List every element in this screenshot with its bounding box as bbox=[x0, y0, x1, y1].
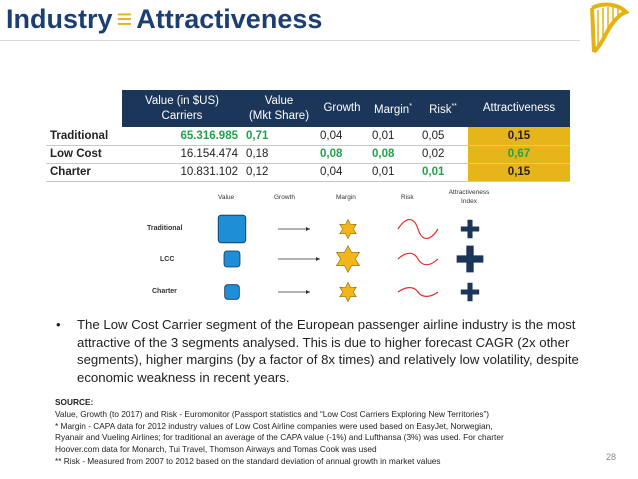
table-header-row: Value (in $US) Carriers Value (Mkt Share) … bbox=[46, 90, 570, 127]
source-line: ** Risk - Measured from 2007 to 2012 bas… bbox=[55, 455, 441, 466]
visual-row-label-traditional: Traditional bbox=[147, 225, 183, 232]
cell-share: 0,18 bbox=[242, 145, 316, 164]
growth-arrowhead-icon bbox=[306, 290, 310, 294]
header-mkt-share: Value (Mkt Share) bbox=[242, 90, 316, 127]
visual-row-label-lcc: LCC bbox=[160, 256, 175, 263]
risk-wave-icon bbox=[397, 218, 439, 240]
attractiveness-plus-icon bbox=[456, 245, 484, 273]
source-line: * Margin - CAPA data for 2012 industry v… bbox=[55, 420, 493, 431]
table-row: Low Cost 16.154.474 0,18 0,08 0,08 0,02 … bbox=[46, 145, 570, 164]
margin-star-icon bbox=[339, 281, 357, 303]
cell-margin: 0,01 bbox=[368, 163, 418, 182]
legend-margin: Margin bbox=[336, 194, 356, 201]
cell-value: 10.831.102 bbox=[122, 163, 242, 182]
bullet-dot-icon: • bbox=[56, 317, 61, 332]
attractiveness-plus-icon bbox=[460, 219, 480, 239]
risk-wave-icon bbox=[397, 286, 439, 298]
legend-risk: Risk bbox=[401, 194, 414, 201]
cell-value: 65.316.985 bbox=[122, 127, 242, 146]
legend-growth: Growth bbox=[274, 194, 295, 201]
table-row: Charter 10.831.102 0,12 0,04 0,01 0,01 0… bbox=[46, 163, 570, 182]
source-line: Ryanair and Vueling Airlines; for tradit… bbox=[55, 432, 504, 443]
title-right: Attractiveness bbox=[136, 4, 323, 34]
value-square-icon bbox=[217, 214, 247, 244]
cell-risk: 0,01 bbox=[418, 163, 468, 182]
legend-value: Value bbox=[218, 194, 235, 201]
title-separator-icon: ≡ bbox=[116, 4, 133, 34]
header-risk: Risk** bbox=[418, 90, 468, 127]
source-line: Value, Growth (to 2017) and Risk - Eurom… bbox=[55, 408, 490, 419]
cell-value: 16.154.474 bbox=[122, 145, 242, 164]
source-notes: SOURCE: Value, Growth (to 2017) and Risk… bbox=[55, 397, 595, 468]
cell-attractiveness: 0,15 bbox=[468, 127, 570, 146]
cell-growth: 0,04 bbox=[316, 163, 368, 182]
cell-margin: 0,01 bbox=[368, 127, 418, 146]
source-heading: SOURCE: bbox=[55, 397, 94, 407]
risk-wave-icon bbox=[397, 252, 439, 266]
margin-star-icon bbox=[339, 218, 357, 240]
cell-risk: 0,05 bbox=[418, 127, 468, 146]
header-value-usd: Value (in $US) Carriers bbox=[122, 90, 242, 127]
legend-attractiveness: Attractiveness Index bbox=[448, 189, 490, 205]
page-number: 28 bbox=[605, 452, 616, 462]
cell-attractiveness: 0,15 bbox=[468, 163, 570, 182]
header-attractiveness: Attractiveness bbox=[468, 90, 570, 127]
cell-growth: 0,04 bbox=[316, 127, 368, 146]
harp-icon bbox=[590, 2, 630, 54]
attractiveness-table: Value (in $US) Carriers Value (Mkt Share) … bbox=[46, 90, 570, 182]
table-row: Traditional 65.316.985 0,71 0,04 0,01 0,… bbox=[46, 127, 570, 146]
table-corner bbox=[46, 90, 122, 127]
visual-row-label-charter: Charter bbox=[152, 288, 177, 295]
slide-title: Industry ≡ Attractiveness bbox=[6, 4, 322, 35]
row-label: Traditional bbox=[46, 127, 122, 146]
growth-arrowhead-icon bbox=[316, 257, 320, 261]
cell-attractiveness: 0,67 bbox=[468, 145, 570, 164]
margin-star-icon bbox=[335, 244, 361, 274]
row-label: Charter bbox=[46, 163, 122, 182]
growth-arrowhead-icon bbox=[306, 227, 310, 231]
cell-risk: 0,02 bbox=[418, 145, 468, 164]
attractiveness-plus-icon bbox=[460, 282, 480, 302]
title-divider bbox=[0, 40, 580, 41]
cell-share: 0,71 bbox=[242, 127, 316, 146]
cell-growth: 0,08 bbox=[316, 145, 368, 164]
summary-bullet: • The Low Cost Carrier segment of the Eu… bbox=[56, 316, 586, 386]
cell-share: 0,12 bbox=[242, 163, 316, 182]
value-square-icon bbox=[224, 284, 240, 300]
value-square-icon bbox=[223, 250, 241, 268]
source-line: Hoover.com data for Monarch, Tui Travel,… bbox=[55, 444, 377, 455]
row-label: Low Cost bbox=[46, 145, 122, 164]
title-left: Industry bbox=[6, 4, 113, 34]
cell-margin: 0,08 bbox=[368, 145, 418, 164]
bullet-text: The Low Cost Carrier segment of the Euro… bbox=[77, 317, 579, 385]
header-margin: Margin* bbox=[368, 90, 418, 127]
header-growth: Growth bbox=[316, 90, 368, 127]
